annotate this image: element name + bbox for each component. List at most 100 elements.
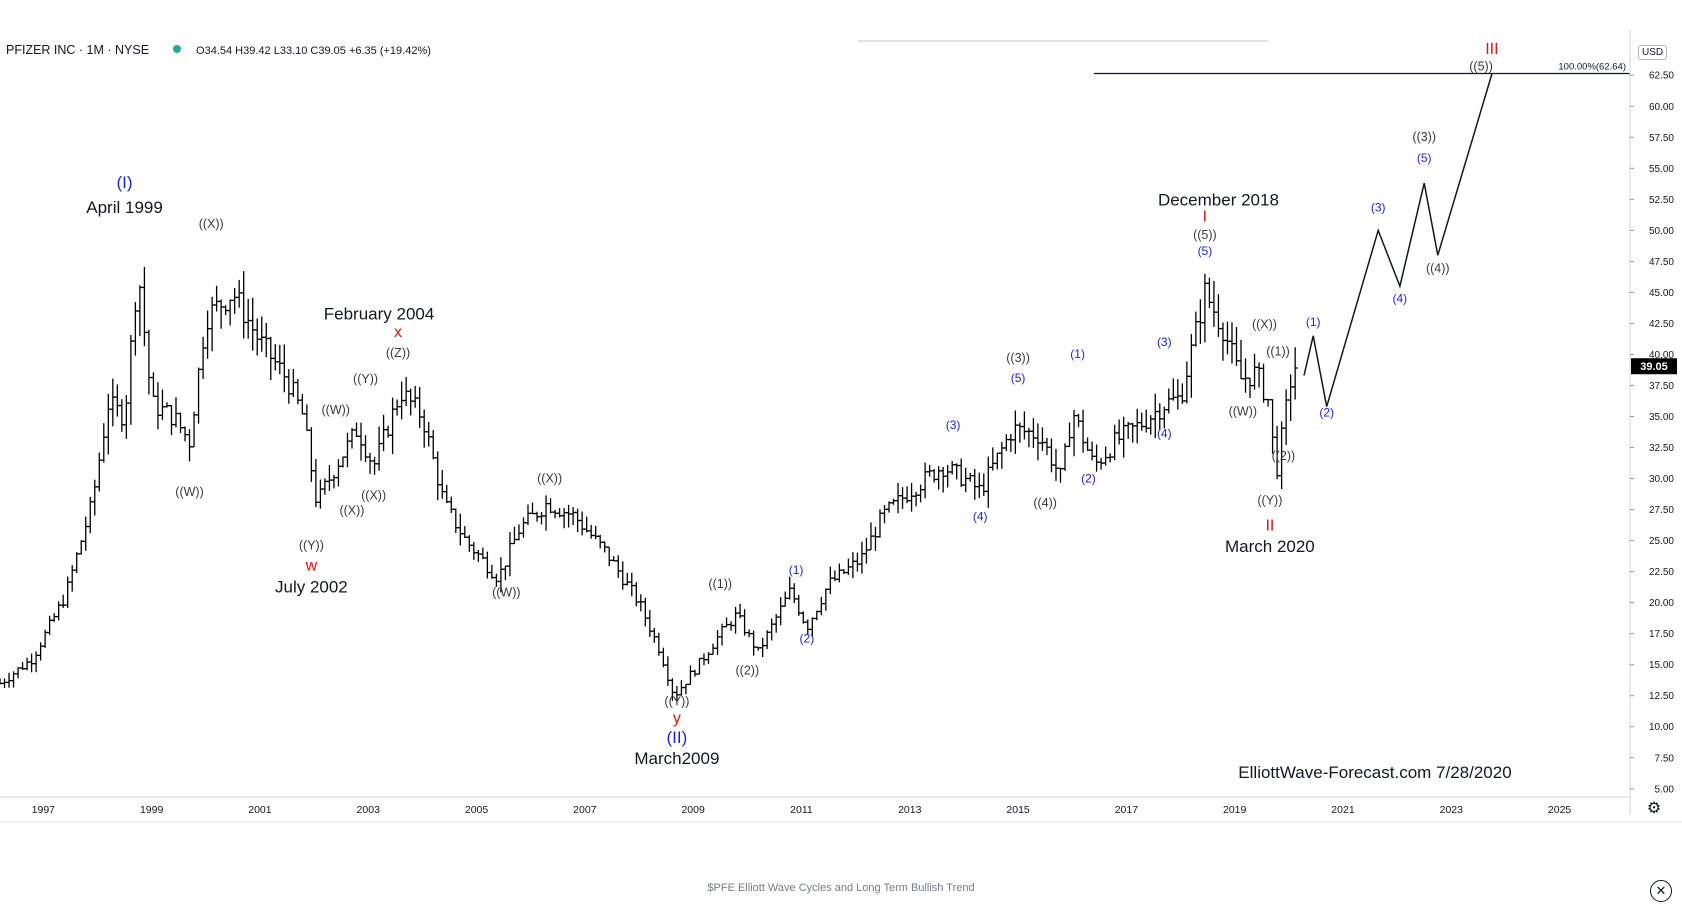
ohlc-bar (453, 508, 459, 533)
ohlc-bar (1080, 409, 1086, 453)
currency-badge[interactable]: USD (1638, 45, 1668, 60)
ohlc-bar (633, 582, 639, 607)
ohlc-bar (899, 487, 906, 509)
wave-label: (1) (1306, 315, 1321, 329)
wave-label: ((Y)) (664, 695, 689, 709)
ohlc-bar (502, 565, 509, 581)
ohlc-bar (47, 615, 53, 635)
wave-label: July 2002 (275, 578, 348, 597)
wave-label: (3) (946, 418, 961, 432)
ohlc-bar (1143, 409, 1149, 433)
ohlc-bar (742, 609, 748, 636)
ohlc-bar (1093, 444, 1100, 472)
ohlc-bar (719, 623, 725, 646)
projected-wave-line (1303, 73, 1493, 407)
ohlc-bar (380, 414, 387, 452)
time-tick-label: 2023 (1440, 804, 1464, 816)
ohlc-bar (399, 381, 405, 420)
wave-label: ((W)) (492, 585, 520, 599)
ohlc-bar (868, 522, 874, 551)
close-icon[interactable]: ✕ (1650, 880, 1672, 902)
ohlc-bar (390, 397, 396, 455)
price-tick-label: 47.50 (1649, 257, 1674, 268)
ohlc-bar (164, 402, 170, 408)
ohlc-bar (728, 621, 734, 631)
ohlc-bar (236, 279, 242, 308)
wave-label: (II) (667, 728, 688, 747)
ohlc-bar (1202, 273, 1208, 343)
ohlc-bar (773, 614, 779, 633)
ohlc-bar (1197, 299, 1203, 344)
ohlc-bar (426, 422, 432, 447)
ohlc-bar (304, 404, 310, 431)
time-tick-label: 2003 (357, 804, 381, 816)
ohlc-bar (87, 496, 93, 534)
ohlc-bar (520, 517, 527, 538)
ohlc-bar (597, 534, 603, 549)
ohlc-bar (1107, 453, 1113, 463)
ohlc-bar (1035, 423, 1041, 461)
ohlc-bar (1089, 441, 1095, 461)
ohlc-bar (818, 596, 824, 616)
ohlc-bar (74, 552, 80, 574)
ohlc-bar (24, 657, 30, 671)
ohlc-bar (1188, 334, 1194, 398)
ohlc-bar (832, 570, 838, 581)
gear-icon[interactable]: ⚙ (1646, 800, 1662, 817)
ohlc-bar (1238, 339, 1244, 380)
ohlc-bar (827, 566, 833, 595)
ohlc-bar (1229, 322, 1235, 364)
ohlc-bar (168, 404, 175, 436)
ohlc-bar (241, 271, 247, 339)
symbol-title: PFIZER INC · 1M · NYSE (6, 43, 150, 57)
ohlc-bar (854, 552, 861, 572)
ohlc-bar (38, 642, 44, 661)
ohlc-bar (1148, 415, 1154, 435)
ohlc-bar (791, 583, 797, 604)
ohlc-bar (1053, 448, 1059, 481)
ohlc-bar (1283, 389, 1289, 445)
ohlc-bar (349, 428, 355, 449)
ohlc-bar (6, 672, 12, 688)
ohlc-bar (990, 447, 996, 471)
ohlc-bar (1139, 412, 1145, 431)
wave-label: x (394, 324, 402, 341)
ohlc-bar (92, 479, 98, 516)
wave-label: w (305, 557, 318, 574)
ohlc-bar (687, 665, 694, 686)
ohlc-bar (660, 647, 666, 668)
wave-label: ((Y)) (1257, 494, 1282, 508)
ohlc-bar (908, 482, 915, 512)
wave-label: (4) (1157, 427, 1172, 441)
ohlc-bar (638, 594, 644, 612)
ohlc-bar (787, 576, 793, 600)
price-tick-label: 37.50 (1649, 381, 1674, 392)
ohlc-bar (466, 535, 472, 552)
ohlc-bar (417, 387, 423, 429)
ohlc-bar (204, 310, 211, 359)
ohlc-bar (480, 547, 486, 560)
ohlc-bar (223, 305, 229, 316)
ohlc-bar (250, 297, 256, 351)
ohlc-bar (1017, 422, 1023, 443)
ohlc-bar (358, 422, 364, 461)
ohlc-bar (1242, 358, 1249, 393)
fib-target-label: 100.00%(62.64) (1558, 61, 1626, 72)
ohlc-bar (1125, 421, 1131, 439)
ohlc-bar (19, 661, 26, 671)
ohlc-bar (65, 576, 71, 608)
ohlc-bar (340, 456, 346, 468)
wave-label: (4) (1393, 291, 1408, 305)
ohlc-bar (1179, 383, 1185, 404)
last-price-label: 39.05 (1640, 361, 1668, 373)
ohlc-bar (886, 501, 892, 513)
ohlc-bar (647, 610, 653, 637)
ohlc-bar (850, 552, 856, 579)
ohlc-bar (295, 379, 301, 405)
ohlc-bar (353, 422, 360, 437)
wave-label: ((W)) (175, 485, 203, 499)
ohlc-bar (1256, 362, 1262, 388)
last-price-marker: 39.05 (1631, 358, 1677, 375)
ohlc-bar (511, 526, 518, 545)
